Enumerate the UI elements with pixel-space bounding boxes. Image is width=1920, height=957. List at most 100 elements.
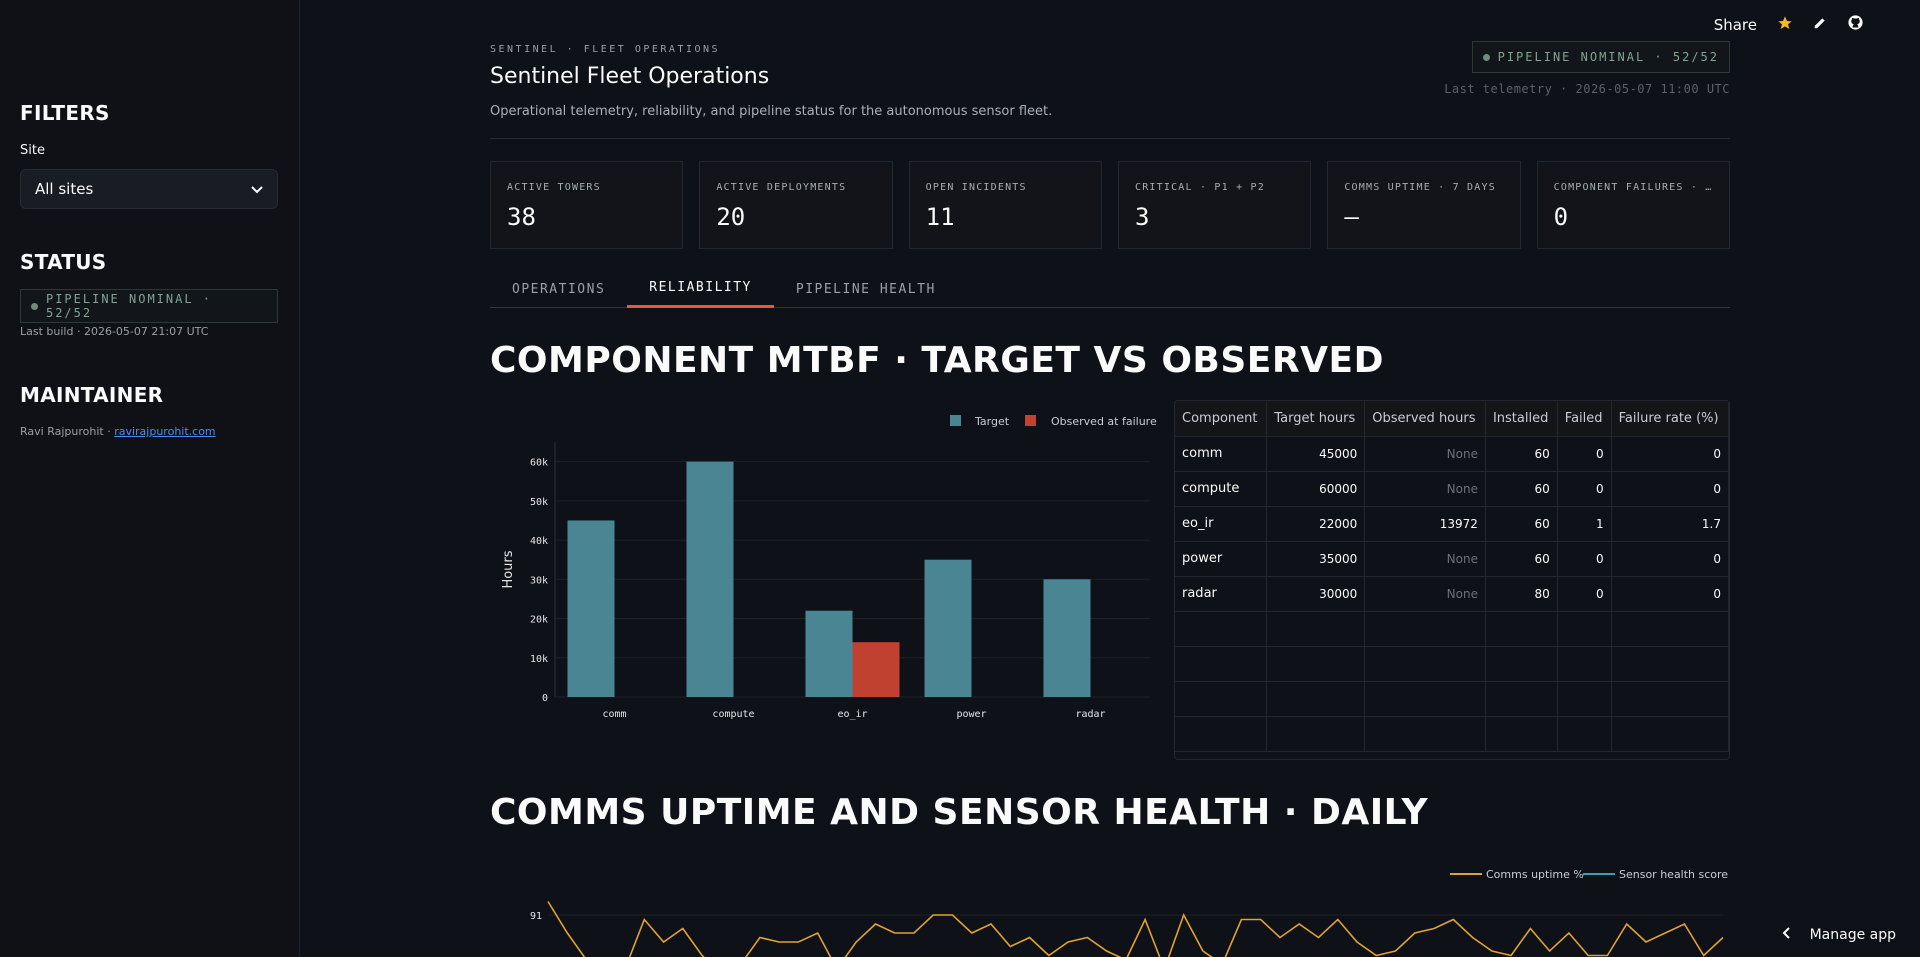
last-build-text: Last build · 2026-05-07 21:07 UTC	[20, 325, 209, 338]
empty-table-row	[1175, 681, 1729, 717]
table-cell: None	[1364, 471, 1486, 507]
table-row[interactable]: radar 30000 None 80 0 0	[1175, 576, 1729, 612]
kpi-label: ACTIVE TOWERS	[507, 182, 601, 193]
table-header-cell[interactable]: Target hours	[1266, 401, 1366, 437]
tab-pipeline-health[interactable]: PIPELINE HEALTH	[795, 281, 936, 297]
table-cell: 45000	[1266, 436, 1366, 472]
table-cell: 60000	[1266, 471, 1366, 507]
kpi-card: COMMS UPTIME · 7 DAYS —	[1327, 161, 1521, 249]
status-dot-icon	[31, 302, 38, 310]
status-heading: STATUS	[20, 250, 107, 274]
header-pipeline-text: PIPELINE NOMINAL · 52/52	[1497, 50, 1719, 64]
kpi-label: OPEN INCIDENTS	[925, 182, 1027, 193]
filters-heading: FILTERS	[20, 101, 110, 125]
page-title: Sentinel Fleet Operations	[490, 64, 770, 89]
maintainer-line: Ravi Rajpurohit · ravirajpurohit.com	[20, 425, 216, 438]
table-cell: 1.7	[1611, 506, 1729, 542]
empty-cell	[1266, 611, 1366, 647]
table-row[interactable]: eo_ir 22000 13972 60 1 1.7	[1175, 506, 1729, 542]
last-telemetry-text: Last telemetry · 2026-05-07 11:00 UTC	[1444, 82, 1730, 96]
table-header-cell[interactable]: Failed	[1557, 401, 1612, 437]
tab-reliability[interactable]: RELIABILITY	[627, 270, 774, 308]
y-tick-label: 20k	[530, 615, 548, 626]
table-cell: power	[1175, 541, 1268, 577]
empty-cell	[1611, 681, 1729, 717]
divider	[490, 138, 1730, 139]
empty-cell	[1485, 646, 1558, 682]
chevron-down-icon	[251, 180, 263, 198]
table-row[interactable]: compute 60000 None 60 0 0	[1175, 471, 1729, 507]
table-cell: 0	[1611, 436, 1729, 472]
legend-swatch-observed	[1025, 415, 1036, 426]
legend-swatch-target	[950, 415, 961, 426]
share-button[interactable]: Share	[1713, 15, 1757, 34]
mtbf-table[interactable]: Component Target hours Observed hours Insta…	[1174, 400, 1730, 760]
site-select[interactable]: All sites	[20, 169, 278, 209]
table-header-cell[interactable]: Observed hours	[1364, 401, 1486, 437]
bar-target	[567, 520, 615, 697]
table-header-row: Component Target hours Observed hours Insta…	[1175, 401, 1729, 437]
empty-cell	[1611, 716, 1729, 752]
kpi-card: OPEN INCIDENTS 11	[908, 161, 1102, 249]
empty-cell	[1364, 681, 1486, 717]
table-cell: eo_ir	[1175, 506, 1268, 542]
legend-label-target: Target	[974, 415, 1010, 428]
empty-cell	[1175, 646, 1268, 682]
table-cell: None	[1364, 436, 1486, 472]
header-pipeline-badge: PIPELINE NOMINAL · 52/52	[1471, 41, 1730, 73]
empty-cell	[1611, 646, 1729, 682]
empty-cell	[1364, 646, 1486, 682]
table-header-cell[interactable]: Component	[1175, 401, 1268, 437]
toolbar: Share	[1714, 14, 1920, 35]
table-row[interactable]: comm 45000 None 60 0 0	[1175, 436, 1729, 472]
table-header-cell[interactable]: Failure rate (%)	[1611, 401, 1729, 437]
tab-bar: OPERATIONS RELIABILITY PIPELINE HEALTH	[490, 270, 1730, 308]
kpi-row: ACTIVE TOWERS 38 ACTIVE DEPLOYMENTS 20 OPE…	[490, 161, 1730, 249]
empty-cell	[1485, 611, 1558, 647]
legend-label-sensor: Sensor health score	[1619, 868, 1728, 881]
bar-target	[924, 559, 972, 697]
bar-observed	[852, 642, 900, 697]
status-dot-icon	[1482, 53, 1490, 61]
bar-target	[1043, 579, 1091, 697]
table-cell: 60	[1485, 506, 1558, 542]
empty-cell	[1175, 716, 1268, 752]
table-cell: 60	[1485, 541, 1558, 577]
empty-cell	[1485, 716, 1558, 752]
maintainer-name: Ravi Rajpurohit ·	[20, 425, 115, 438]
x-tick-label: compute	[712, 709, 754, 720]
table-cell: 60	[1485, 436, 1558, 472]
page-description: Operational telemetry, reliability, and …	[490, 104, 1053, 119]
comms-line-chart: 91 Comms uptime % Sensor health score	[530, 868, 1728, 957]
table-header-cell[interactable]: Installed	[1485, 401, 1558, 437]
empty-table-row	[1175, 716, 1729, 752]
site-select-value: All sites	[35, 180, 94, 198]
empty-cell	[1266, 646, 1366, 682]
y-axis-label: Hours	[501, 550, 516, 588]
star-icon[interactable]	[1777, 15, 1793, 35]
empty-cell	[1557, 646, 1612, 682]
table-cell: 60	[1485, 471, 1558, 507]
empty-cell	[1364, 611, 1486, 647]
y-tick-label: 91	[530, 911, 542, 922]
legend-label-observed: Observed at failure	[1051, 415, 1157, 428]
edit-icon[interactable]	[1813, 16, 1827, 34]
empty-cell	[1611, 611, 1729, 647]
empty-cell	[1557, 716, 1612, 752]
bar-target	[805, 610, 853, 697]
maintainer-link[interactable]: ravirajpurohit.com	[114, 425, 216, 438]
empty-cell	[1266, 681, 1366, 717]
bar-target	[686, 461, 734, 697]
manage-app-button[interactable]: Manage app	[1782, 927, 1896, 943]
empty-cell	[1175, 611, 1268, 647]
kpi-card: COMPONENT FAILURES · 3... 0	[1536, 161, 1730, 249]
y-tick-label: 30k	[530, 575, 548, 586]
github-icon[interactable]	[1847, 14, 1864, 35]
table-cell: 0	[1557, 436, 1612, 472]
table-row[interactable]: power 35000 None 60 0 0	[1175, 541, 1729, 577]
empty-cell	[1175, 681, 1268, 717]
table-cell: 13972	[1364, 506, 1486, 542]
tab-operations[interactable]: OPERATIONS	[512, 281, 606, 297]
sidebar-pipeline-badge: PIPELINE NOMINAL · 52/52	[20, 289, 278, 323]
site-label: Site	[20, 143, 45, 158]
